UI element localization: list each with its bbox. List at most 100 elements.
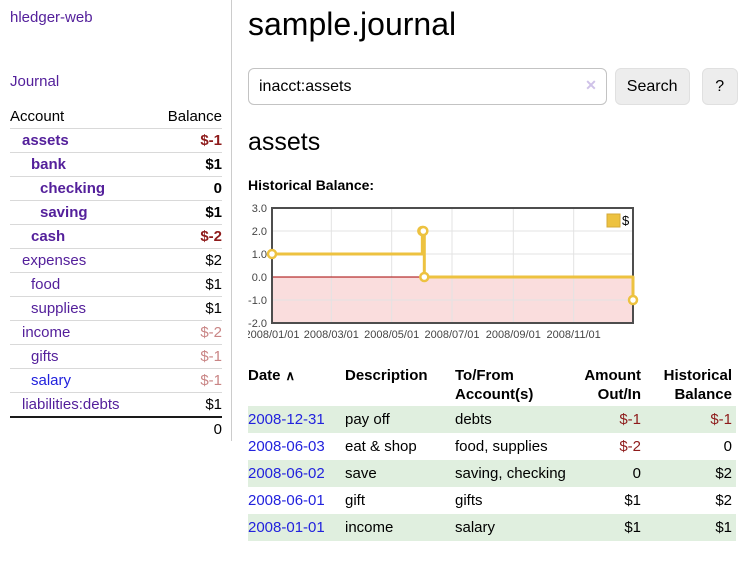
- account-balance: $-1: [200, 372, 222, 389]
- account-row: income $-2: [10, 320, 222, 345]
- account-balance: $-2: [200, 324, 222, 341]
- data-point[interactable]: [418, 225, 429, 237]
- transaction-date-link[interactable]: 2008-12-31: [248, 411, 325, 428]
- x-tick-label: 2008/07/01: [424, 329, 479, 341]
- account-link[interactable]: liabilities:debts: [22, 396, 120, 413]
- search-input[interactable]: [248, 68, 607, 105]
- account-link[interactable]: income: [22, 324, 71, 341]
- account-link[interactable]: expenses: [22, 252, 87, 269]
- account-row: food $1: [10, 272, 222, 297]
- data-point[interactable]: [266, 248, 278, 260]
- account-balance: $1: [205, 276, 222, 293]
- total-label-cell: [10, 417, 152, 441]
- accounts-column-header: To/From Account(s): [455, 367, 534, 403]
- account-link[interactable]: food: [31, 276, 61, 293]
- transaction-date-link[interactable]: 2008-01-01: [248, 519, 325, 536]
- transaction-description: save: [345, 465, 377, 482]
- account-balance: 0: [213, 180, 222, 197]
- transaction-balance: $2: [715, 465, 732, 482]
- accounts-table: Account Balance assets $-1 bank $1 checking 0…: [10, 105, 222, 441]
- search-button[interactable]: Search: [614, 68, 690, 105]
- transaction-balance: $1: [715, 519, 732, 536]
- x-tick-label: 2008/11/01: [547, 329, 601, 341]
- account-link[interactable]: bank: [31, 156, 67, 173]
- x-tick-label: 2008/01/01: [248, 329, 300, 341]
- accounts-table-header: Account Balance: [10, 105, 222, 129]
- account-balance: $1: [205, 204, 222, 221]
- x-tick-label: 2008/05/01: [364, 329, 419, 341]
- accounts-total-row: 0: [10, 417, 222, 441]
- account-balance: $2: [205, 252, 222, 269]
- account-row: assets $-1: [10, 128, 222, 153]
- account-balance: $-1: [200, 348, 222, 365]
- register-row: 2008-06-03 eat & shop food, supplies $-2 0: [248, 433, 736, 460]
- account-balance: $1: [205, 300, 222, 317]
- transaction-balance: 0: [723, 438, 732, 455]
- register-header-row: Date ∧ Description To/From Account(s) Amo…: [248, 364, 736, 406]
- account-row: checking 0: [10, 176, 222, 201]
- data-point[interactable]: [419, 271, 430, 283]
- transaction-description: gift: [345, 492, 366, 509]
- help-button[interactable]: ?: [701, 68, 738, 105]
- transaction-accounts: debts: [455, 411, 492, 428]
- transaction-amount: 0: [632, 465, 641, 482]
- account-row: bank $1: [10, 152, 222, 177]
- account-row: gifts $-1: [10, 344, 222, 369]
- transaction-accounts: saving, checking: [455, 465, 566, 482]
- sidebar-item-journal[interactable]: Journal: [10, 73, 60, 90]
- plot-border: [271, 207, 634, 324]
- transaction-amount: $1: [624, 492, 641, 509]
- account-link[interactable]: gifts: [31, 348, 59, 365]
- account-link[interactable]: saving: [40, 204, 88, 221]
- y-tick-label: -2.0: [248, 318, 267, 330]
- transaction-accounts: salary: [455, 519, 496, 536]
- main-content: sample.journal ✕ Search ? assets Histori…: [248, 0, 738, 541]
- transaction-date-link[interactable]: 2008-06-01: [248, 492, 325, 509]
- account-row: liabilities:debts $1: [10, 392, 222, 418]
- register-row: 2008-12-31 pay off debts $-1 $-1: [248, 406, 736, 433]
- account-row: expenses $2: [10, 248, 222, 273]
- register-table: Date ∧ Description To/From Account(s) Amo…: [248, 364, 736, 541]
- transaction-date-link[interactable]: 2008-06-03: [248, 438, 325, 455]
- account-row: cash $-2: [10, 224, 222, 249]
- balance-column-header: Balance: [167, 108, 222, 125]
- app-title-link[interactable]: hledger-web: [10, 9, 93, 26]
- account-balance: $1: [205, 156, 222, 173]
- chart-title: Historical Balance:: [248, 177, 375, 193]
- transaction-accounts: gifts: [455, 492, 483, 509]
- transaction-amount: $-2: [619, 438, 641, 455]
- y-tick-label: 3.0: [252, 203, 267, 215]
- sort-ascending-icon: ∧: [285, 368, 296, 383]
- account-link[interactable]: checking: [40, 180, 106, 197]
- register-row: 2008-06-02 save saving, checking 0 $2: [248, 460, 736, 487]
- transaction-description: pay off: [345, 411, 390, 428]
- y-tick-label: -1.0: [248, 295, 267, 307]
- account-link[interactable]: supplies: [31, 300, 87, 317]
- y-tick-label: 2.0: [252, 226, 267, 238]
- account-link[interactable]: cash: [31, 228, 66, 245]
- transaction-balance: $-1: [710, 411, 732, 428]
- transaction-date-link[interactable]: 2008-06-02: [248, 465, 325, 482]
- account-link[interactable]: assets: [22, 132, 69, 149]
- transaction-accounts: food, supplies: [455, 438, 548, 455]
- account-heading: assets: [248, 128, 321, 156]
- transaction-description: eat & shop: [345, 438, 417, 455]
- search-form: ✕ Search ?: [248, 68, 738, 105]
- account-balance: $-2: [200, 228, 222, 245]
- account-column-header: Account: [10, 108, 65, 125]
- account-balance: $1: [205, 396, 222, 413]
- amount-column-header: Amount Out/In: [584, 367, 641, 403]
- clear-search-icon[interactable]: ✕: [585, 77, 597, 93]
- account-row: saving $1: [10, 200, 222, 225]
- register-row: 2008-01-01 income salary $1 $1: [248, 514, 736, 541]
- x-tick-label: 2008/09/01: [486, 329, 541, 341]
- data-point[interactable]: [627, 294, 639, 306]
- description-column-header: Description: [345, 367, 428, 384]
- date-column-header[interactable]: Date ∧: [248, 367, 296, 384]
- register-row: 2008-06-01 gift gifts $1 $2: [248, 487, 736, 514]
- transaction-description: income: [345, 519, 394, 536]
- account-link[interactable]: salary: [31, 372, 72, 389]
- transaction-amount: $-1: [619, 411, 641, 428]
- y-tick-label: 1.0: [252, 249, 267, 261]
